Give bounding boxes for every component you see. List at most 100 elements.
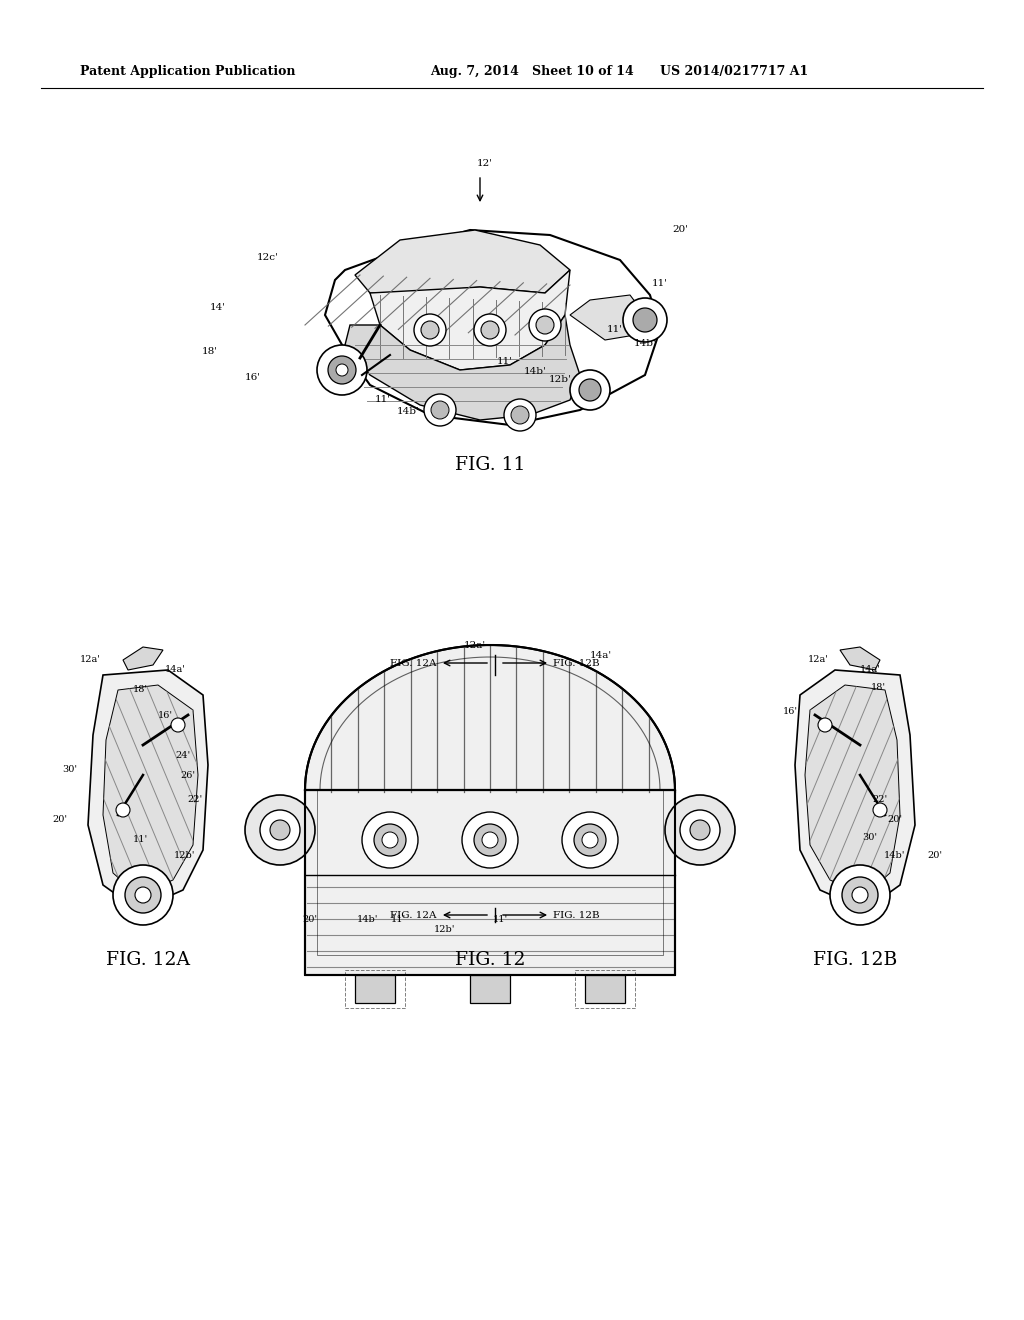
Circle shape — [474, 824, 506, 855]
Circle shape — [582, 832, 598, 847]
Circle shape — [818, 718, 831, 733]
Circle shape — [574, 824, 606, 855]
Circle shape — [579, 379, 601, 401]
Circle shape — [414, 314, 446, 346]
Polygon shape — [345, 315, 580, 420]
Circle shape — [171, 718, 185, 733]
Text: 24': 24' — [175, 751, 190, 759]
Text: 11': 11' — [390, 916, 406, 924]
Text: 16': 16' — [782, 708, 798, 717]
Text: 30': 30' — [862, 833, 878, 842]
Circle shape — [328, 356, 356, 384]
Polygon shape — [795, 671, 915, 909]
Polygon shape — [355, 975, 395, 1003]
Circle shape — [481, 321, 499, 339]
Circle shape — [260, 810, 300, 850]
Text: Aug. 7, 2014   Sheet 10 of 14: Aug. 7, 2014 Sheet 10 of 14 — [430, 66, 634, 78]
Text: 12c': 12c' — [257, 253, 279, 263]
Text: 14': 14' — [210, 304, 226, 313]
Text: 16': 16' — [158, 710, 173, 719]
Polygon shape — [355, 230, 570, 293]
Circle shape — [462, 812, 518, 869]
Text: 20': 20' — [302, 916, 317, 924]
Text: 11': 11' — [132, 836, 147, 845]
Text: FIG. 12A: FIG. 12A — [390, 911, 437, 920]
Text: 14b': 14b' — [357, 916, 379, 924]
Text: 22': 22' — [187, 796, 203, 804]
Circle shape — [270, 820, 290, 840]
Text: 12a': 12a' — [80, 656, 100, 664]
Text: 14a': 14a' — [590, 651, 612, 660]
Text: US 2014/0217717 A1: US 2014/0217717 A1 — [660, 66, 808, 78]
Text: FIG. 12A: FIG. 12A — [106, 950, 190, 969]
Text: FIG. 12A: FIG. 12A — [390, 659, 437, 668]
Polygon shape — [840, 647, 880, 671]
Circle shape — [474, 314, 506, 346]
Circle shape — [317, 345, 367, 395]
Circle shape — [529, 309, 561, 341]
Polygon shape — [123, 647, 163, 671]
Text: 14a': 14a' — [165, 665, 185, 675]
Text: 14b': 14b' — [885, 850, 906, 859]
Circle shape — [570, 370, 610, 411]
Text: 18': 18' — [202, 347, 218, 356]
Text: 14b': 14b' — [634, 338, 656, 347]
Text: 14b': 14b' — [396, 408, 420, 417]
Polygon shape — [585, 975, 625, 1003]
Polygon shape — [370, 271, 570, 370]
Circle shape — [623, 298, 667, 342]
Circle shape — [536, 315, 554, 334]
Circle shape — [135, 887, 151, 903]
Circle shape — [873, 803, 887, 817]
Circle shape — [382, 832, 398, 847]
Circle shape — [113, 865, 173, 925]
Text: FIG. 12B: FIG. 12B — [553, 911, 600, 920]
Text: Patent Application Publication: Patent Application Publication — [80, 66, 296, 78]
Text: 18': 18' — [870, 684, 886, 693]
Text: 11': 11' — [493, 916, 508, 924]
Circle shape — [116, 803, 130, 817]
Polygon shape — [103, 685, 198, 895]
Circle shape — [424, 393, 456, 426]
Text: FIG. 12B: FIG. 12B — [553, 659, 600, 668]
Circle shape — [362, 812, 418, 869]
Text: 20': 20' — [672, 226, 688, 235]
Polygon shape — [570, 294, 645, 341]
Text: 12a': 12a' — [808, 656, 828, 664]
Polygon shape — [805, 685, 900, 895]
Circle shape — [842, 876, 878, 913]
Circle shape — [830, 865, 890, 925]
Text: 11': 11' — [497, 358, 513, 367]
Circle shape — [852, 887, 868, 903]
Polygon shape — [805, 685, 900, 895]
Text: FIG. 11: FIG. 11 — [455, 455, 525, 474]
Polygon shape — [305, 645, 675, 975]
Text: 12b': 12b' — [549, 375, 571, 384]
Text: 11': 11' — [375, 396, 391, 404]
Text: 11': 11' — [652, 279, 668, 288]
Text: FIG. 12B: FIG. 12B — [813, 950, 897, 969]
Text: 11': 11' — [607, 326, 623, 334]
Circle shape — [245, 795, 315, 865]
Circle shape — [690, 820, 710, 840]
Text: 14b': 14b' — [523, 367, 547, 376]
Text: 12b': 12b' — [434, 925, 456, 935]
Circle shape — [504, 399, 536, 432]
Circle shape — [374, 824, 406, 855]
Text: 14a': 14a' — [859, 665, 881, 675]
Text: 16': 16' — [245, 374, 261, 383]
Text: 12a': 12a' — [464, 640, 486, 649]
Polygon shape — [470, 975, 510, 1003]
Polygon shape — [325, 230, 660, 425]
Circle shape — [421, 321, 439, 339]
Text: 12': 12' — [477, 158, 493, 168]
Circle shape — [633, 308, 657, 333]
Text: 22': 22' — [872, 796, 888, 804]
Text: 20': 20' — [888, 816, 902, 825]
Text: FIG. 12: FIG. 12 — [455, 950, 525, 969]
Polygon shape — [88, 671, 208, 909]
Circle shape — [431, 401, 449, 418]
Circle shape — [482, 832, 498, 847]
Text: 18': 18' — [132, 685, 147, 694]
Text: 12b': 12b' — [174, 850, 196, 859]
